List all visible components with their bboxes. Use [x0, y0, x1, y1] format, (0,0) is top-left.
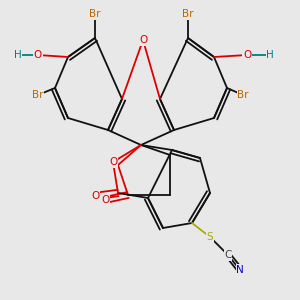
- Text: O: O: [109, 157, 117, 167]
- Text: Br: Br: [32, 90, 44, 100]
- Text: O: O: [34, 50, 42, 60]
- Text: Br: Br: [237, 90, 249, 100]
- Text: O: O: [243, 50, 251, 60]
- Text: Br: Br: [89, 9, 101, 19]
- Text: H: H: [266, 50, 274, 60]
- Text: O: O: [101, 195, 109, 205]
- Text: H: H: [14, 50, 22, 60]
- Text: O: O: [91, 191, 99, 201]
- Text: S: S: [207, 232, 213, 242]
- Text: N: N: [236, 265, 244, 275]
- Text: C: C: [224, 250, 232, 260]
- Text: O: O: [139, 35, 147, 45]
- Text: Br: Br: [182, 9, 194, 19]
